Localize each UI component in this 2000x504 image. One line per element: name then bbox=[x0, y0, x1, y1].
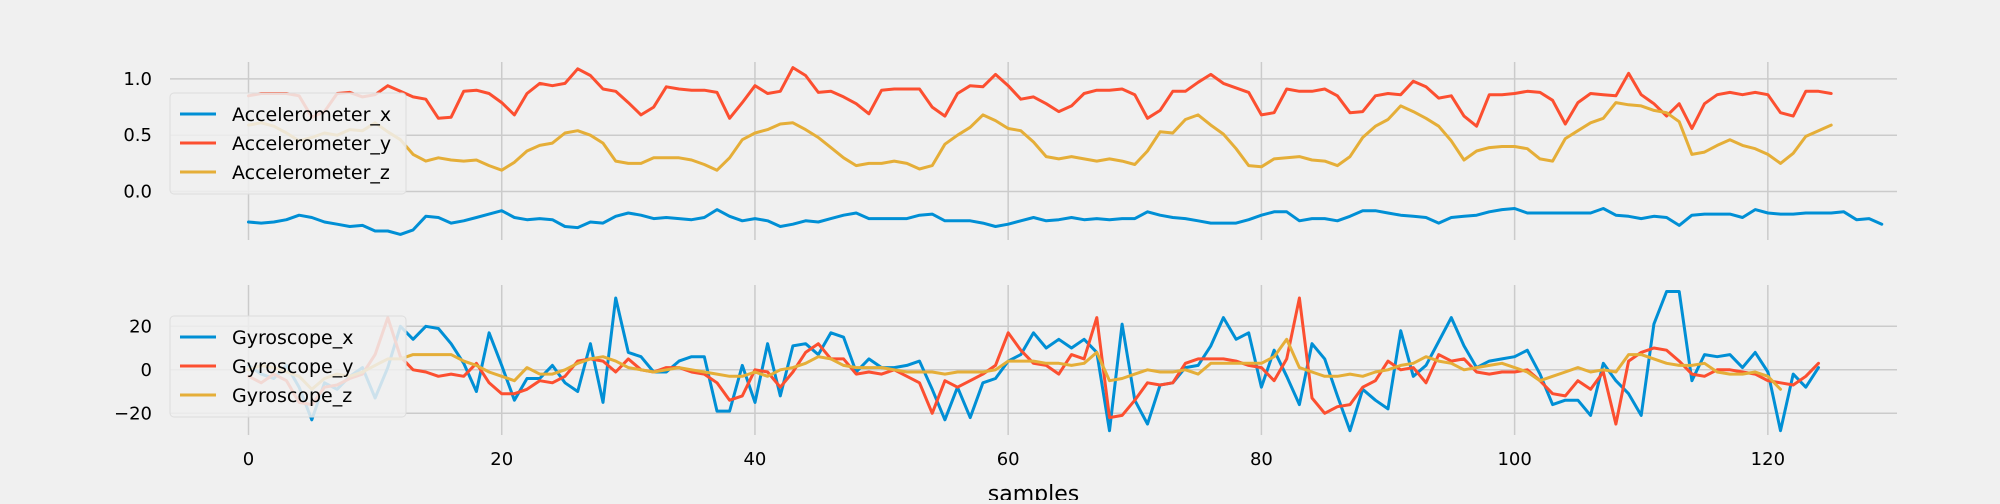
series-line-accelerometer_z bbox=[247, 101, 1833, 172]
legend-label: Gyroscope_x bbox=[232, 327, 353, 349]
x-tick-label: 60 bbox=[997, 449, 1020, 470]
series-line-accelerometer_x bbox=[247, 207, 1884, 236]
series-line-gyroscope_z bbox=[247, 337, 1782, 391]
chart-panel-1: 0.0 0.5 1.0 Accelerometer_x Accelerometer_y A… bbox=[123, 62, 1897, 240]
y-tick-label: 0 bbox=[141, 360, 152, 381]
legend-box bbox=[169, 315, 407, 418]
series-line-gyroscope_x bbox=[247, 290, 1820, 433]
legend-label: Accelerometer_y bbox=[232, 133, 391, 155]
x-tick-label: 100 bbox=[1497, 449, 1531, 470]
legend-box bbox=[169, 92, 407, 195]
x-axis-label: samples bbox=[988, 482, 1079, 500]
legend-label: Accelerometer_x bbox=[232, 104, 391, 126]
x-tick-label: 120 bbox=[1751, 449, 1785, 470]
y-tick-label: 0.0 bbox=[123, 182, 152, 203]
x-tick-label: 20 bbox=[490, 449, 513, 470]
legend-label: Gyroscope_z bbox=[232, 385, 352, 407]
x-tick-label: 80 bbox=[1250, 449, 1273, 470]
y-tick-label: 0.5 bbox=[123, 125, 152, 146]
y-tick-label: 1.0 bbox=[123, 69, 152, 90]
x-tick-label: 0 bbox=[243, 449, 254, 470]
y-tick-label: −20 bbox=[114, 403, 152, 424]
series-line-accelerometer_y bbox=[247, 66, 1833, 130]
chart-panel-2: −20 0 20 0 20 40 60 80 100 120 samples Gyroscope_x G… bbox=[114, 285, 1897, 504]
legend-label: Accelerometer_z bbox=[232, 162, 390, 184]
y-tick-label: 20 bbox=[129, 316, 152, 337]
legend-label: Gyroscope_y bbox=[232, 356, 353, 378]
series-line-gyroscope_y bbox=[247, 296, 1820, 426]
x-tick-label: 40 bbox=[743, 449, 766, 470]
